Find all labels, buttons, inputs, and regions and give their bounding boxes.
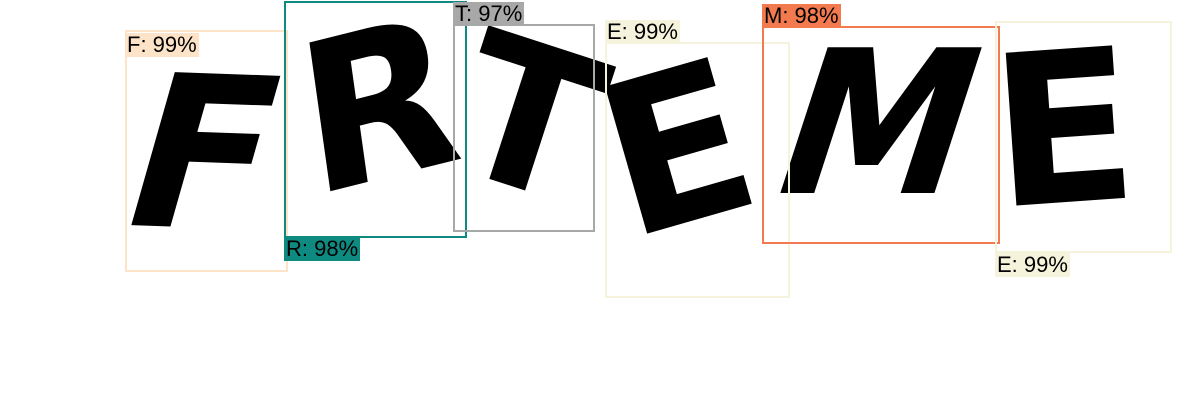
bbox-f [125, 30, 288, 272]
bbox-t [453, 24, 595, 232]
label-r: R: 98% [284, 236, 361, 261]
label-m: M: 98% [762, 3, 841, 28]
bbox-m [762, 26, 1000, 244]
label-t: T: 97% [453, 1, 525, 26]
bbox-r [284, 1, 467, 238]
label-e2: E: 99% [995, 252, 1070, 277]
label-f: F: 99% [125, 32, 199, 57]
label-e1: E: 99% [605, 19, 680, 44]
bbox-e1 [605, 42, 790, 298]
bbox-e2 [995, 21, 1172, 253]
